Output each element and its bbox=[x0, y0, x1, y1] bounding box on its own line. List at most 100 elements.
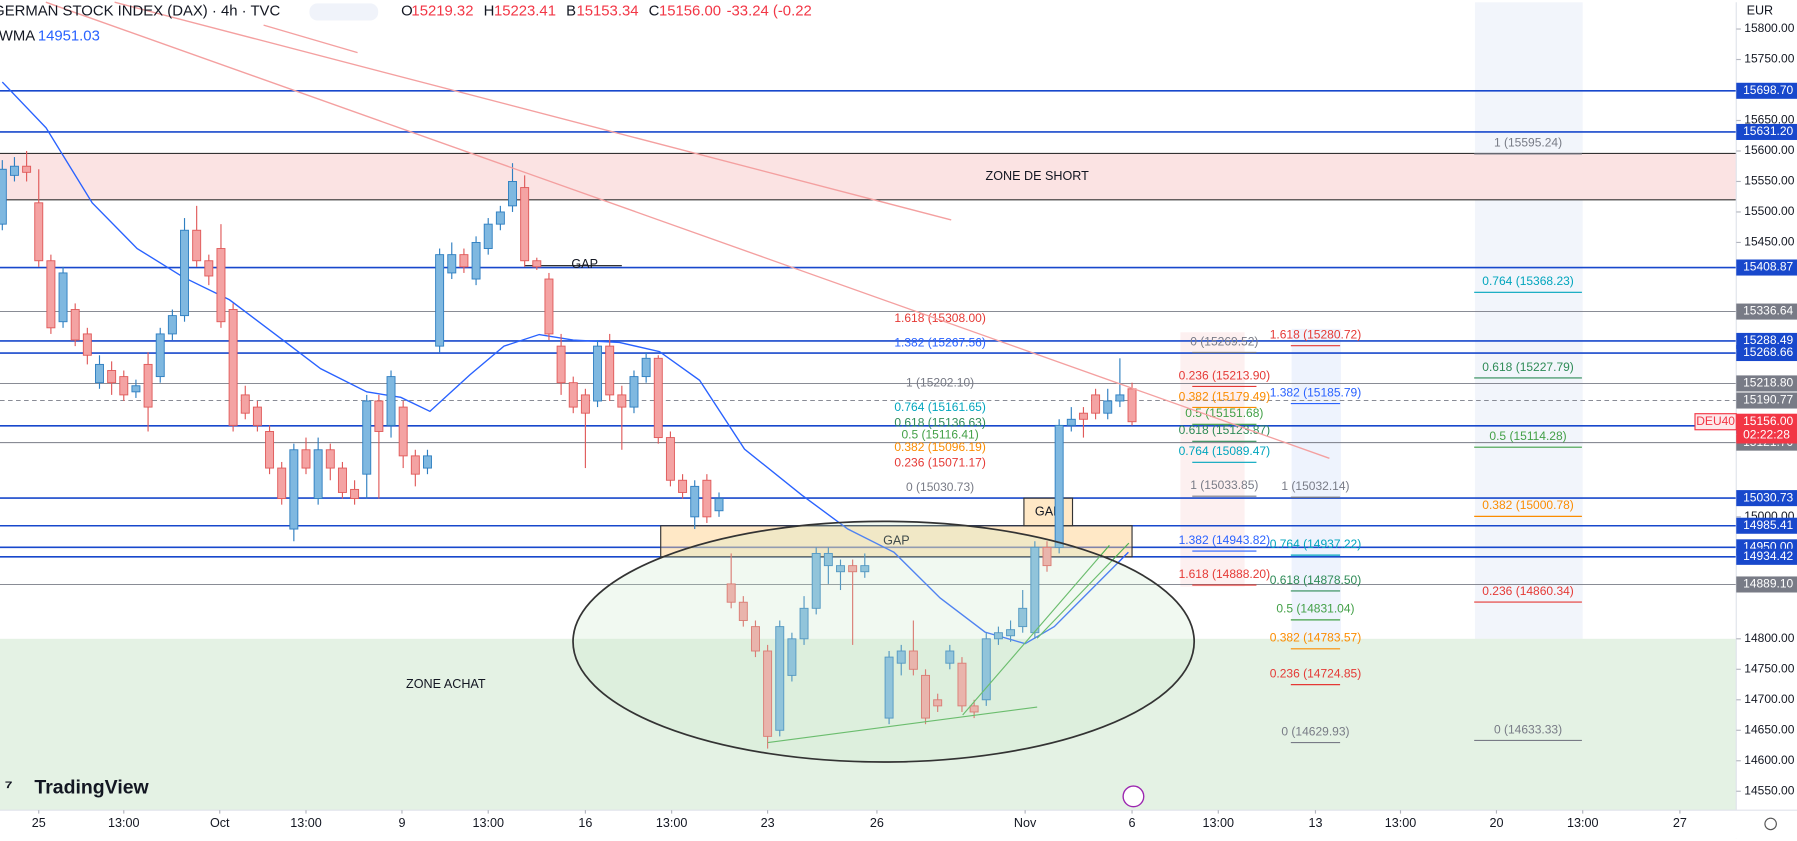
y-tick-label: 14800.00 bbox=[1744, 631, 1794, 645]
fib-label: 0.5 (15116.41) bbox=[901, 428, 978, 442]
y-tick-label: 15500.00 bbox=[1744, 204, 1794, 218]
candle-body bbox=[447, 254, 457, 274]
price-tag-label: 15218.80 bbox=[1743, 376, 1793, 390]
candle-body bbox=[520, 187, 530, 262]
fib-band bbox=[1180, 332, 1245, 587]
trend-line bbox=[263, 24, 358, 54]
candle-body bbox=[58, 272, 68, 323]
candle-body bbox=[119, 376, 129, 396]
fib-label: 0.382 (15179.49) bbox=[1179, 389, 1271, 403]
candle-body bbox=[192, 229, 202, 262]
candle-body bbox=[823, 552, 833, 567]
y-tick-label: 15600.00 bbox=[1744, 143, 1794, 157]
brand-logo: ⁷ bbox=[5, 777, 13, 799]
ohlc-value: 15156.00 bbox=[659, 3, 721, 19]
trend-line bbox=[962, 545, 1110, 716]
candle-body bbox=[763, 650, 773, 737]
candle-body bbox=[750, 626, 760, 652]
price-tag bbox=[1736, 576, 1797, 593]
candle-body bbox=[252, 406, 262, 426]
candle-body bbox=[787, 638, 797, 676]
y-tick-label: 15650.00 bbox=[1744, 113, 1794, 127]
indicator-value: 14951.03 bbox=[38, 29, 100, 45]
settings-icon[interactable] bbox=[1764, 817, 1777, 831]
candle-body bbox=[1042, 546, 1052, 567]
current-price-label: 15156.00 bbox=[1743, 414, 1793, 428]
candle-body bbox=[993, 632, 1003, 640]
fib-label: 0.764 (14937.22) bbox=[1270, 537, 1362, 551]
fib-label: 1.618 (14888.20) bbox=[1179, 567, 1271, 581]
candle-body bbox=[799, 607, 809, 640]
candle-body bbox=[313, 449, 323, 500]
event-icon[interactable] bbox=[1122, 785, 1145, 808]
candle-body bbox=[277, 467, 287, 500]
x-tick-label: 13:00 bbox=[108, 816, 140, 830]
fib-label: 1 (15032.14) bbox=[1281, 479, 1349, 493]
candle-body bbox=[70, 309, 80, 341]
symbol-title: GERMAN STOCK INDEX (DAX) · 4h · TVC bbox=[0, 3, 280, 19]
ohlc-value: 15153.34 bbox=[576, 3, 638, 19]
countdown: 02:22:28 bbox=[1743, 428, 1790, 442]
candle-body bbox=[483, 223, 493, 250]
candle-body bbox=[423, 455, 432, 469]
price-tag bbox=[1736, 517, 1797, 534]
candle-body bbox=[617, 394, 627, 408]
x-tick-label: 13:00 bbox=[656, 816, 688, 830]
x-tick-label: 9 bbox=[398, 816, 405, 830]
candle-body bbox=[726, 583, 736, 603]
ohlc-key: B bbox=[566, 3, 576, 19]
candle-body bbox=[337, 467, 347, 493]
y-tick-label: 15450.00 bbox=[1744, 235, 1794, 249]
candle-body bbox=[240, 394, 250, 414]
zone-label: ZONE ACHAT bbox=[406, 677, 486, 691]
x-tick-label: 27 bbox=[1673, 816, 1687, 830]
header-buttons[interactable] bbox=[309, 3, 379, 21]
candle-body bbox=[836, 565, 845, 573]
candle-body bbox=[265, 431, 275, 469]
candle-body bbox=[350, 488, 360, 500]
price-tag bbox=[1736, 490, 1797, 507]
candle-body bbox=[398, 406, 408, 457]
fib-label: 0.618 (14878.50) bbox=[1270, 573, 1362, 587]
fib-label: 1 (15033.85) bbox=[1190, 478, 1258, 492]
fib-label: 0.382 (14783.57) bbox=[1270, 631, 1362, 645]
zone-label: ZONE DE SHORT bbox=[986, 169, 1090, 183]
price-tag bbox=[1736, 123, 1797, 140]
candle-body bbox=[1066, 418, 1076, 426]
candle-body bbox=[568, 382, 578, 408]
fib-label: 0.618 (15227.79) bbox=[1482, 360, 1574, 374]
candle-body bbox=[95, 363, 104, 384]
candle-body bbox=[532, 260, 542, 268]
candle-body bbox=[435, 254, 445, 347]
fib-label: 0.618 (15123.87) bbox=[1179, 423, 1271, 437]
candle-body bbox=[9, 165, 19, 176]
candle-body bbox=[167, 315, 177, 335]
indicator-name: WMA bbox=[0, 29, 35, 45]
x-tick-label: 13 bbox=[1308, 816, 1322, 830]
candle-body bbox=[1054, 424, 1064, 548]
candle-body bbox=[82, 333, 92, 356]
candle-body bbox=[908, 650, 918, 670]
candle-body bbox=[678, 479, 688, 493]
candle-body bbox=[921, 674, 930, 719]
candle-body bbox=[556, 345, 566, 384]
x-tick-label: 13:00 bbox=[1567, 816, 1599, 830]
y-tick-label: 14750.00 bbox=[1744, 661, 1794, 675]
candle-body bbox=[665, 437, 675, 481]
zone bbox=[0, 153, 1737, 200]
symbol-label: DEU40 bbox=[1696, 414, 1735, 428]
candle-body bbox=[544, 278, 554, 335]
fib-label: 0.618 (15136.63) bbox=[894, 415, 986, 429]
candle-body bbox=[896, 650, 906, 664]
candle-body bbox=[945, 650, 955, 664]
candle-body bbox=[957, 662, 967, 707]
current-price-tag bbox=[1736, 413, 1797, 444]
price-tag-label: 15030.73 bbox=[1743, 490, 1793, 504]
currency[interactable]: EUR bbox=[1747, 4, 1774, 18]
fib-label: 0.236 (14724.85) bbox=[1270, 666, 1362, 680]
candle-body bbox=[714, 498, 724, 512]
candle-body bbox=[848, 565, 858, 573]
price-tag bbox=[1736, 392, 1797, 409]
candle-body bbox=[811, 552, 821, 609]
